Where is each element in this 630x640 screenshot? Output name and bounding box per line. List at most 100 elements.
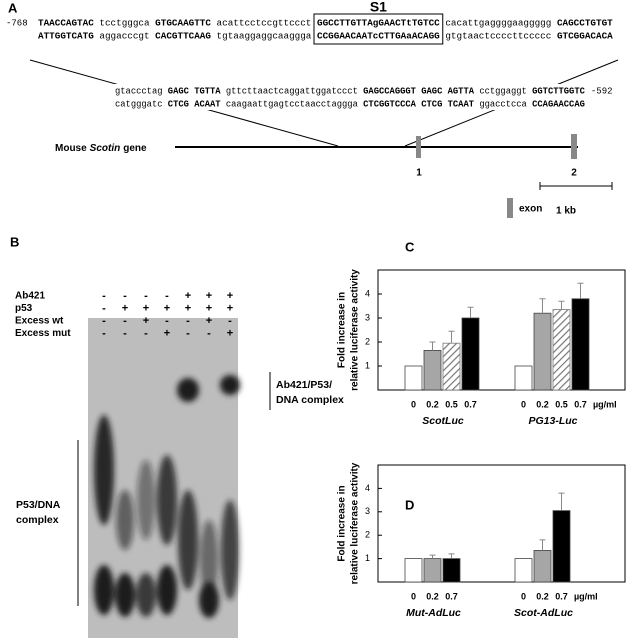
sequence-segment: TAACCAGTAC bbox=[38, 17, 94, 28]
sequence-segment: CCAGAACCAG bbox=[532, 99, 585, 109]
condition-label: Excess wt bbox=[15, 316, 64, 327]
panel-label: D bbox=[405, 497, 414, 512]
y-axis-label: Fold increase in bbox=[337, 292, 348, 368]
condition-sign: + bbox=[164, 327, 170, 339]
bar bbox=[533, 312, 552, 391]
condition-sign: + bbox=[206, 315, 212, 327]
x-tick-label: 0.2 bbox=[536, 399, 549, 409]
unit-label: µg/ml bbox=[574, 591, 598, 601]
condition-sign: + bbox=[206, 302, 212, 314]
bar bbox=[423, 349, 442, 391]
x-tick-label: 0.7 bbox=[445, 591, 458, 601]
sequence-segment: GAGC bbox=[168, 86, 190, 96]
sequence-segment: GGTCTTGGTC bbox=[532, 86, 586, 96]
bar bbox=[423, 558, 442, 583]
sequence-segment: tgtaaggaggcaaggga bbox=[217, 30, 312, 41]
group-label: PG13-Luc bbox=[528, 415, 577, 427]
exon-1 bbox=[416, 136, 421, 158]
bar bbox=[442, 558, 461, 583]
gene-label-part: Scotin bbox=[90, 143, 121, 154]
condition-sign: - bbox=[165, 315, 169, 327]
condition-sign: + bbox=[143, 315, 149, 327]
y-axis-label: relative luciferase activity bbox=[350, 269, 361, 391]
position-label: -592 bbox=[591, 86, 613, 96]
x-tick-label: 0 bbox=[411, 591, 416, 601]
sequence-segment: GAGC bbox=[421, 86, 443, 96]
condition-sign: - bbox=[123, 315, 127, 327]
condition-sign: + bbox=[206, 290, 212, 302]
sequence-segment: cacattgaggggaaggggg bbox=[445, 17, 551, 28]
sequence-segment: TCAAT bbox=[448, 99, 475, 109]
band-label: DNA complex bbox=[276, 394, 344, 406]
scale-label: 1 kb bbox=[556, 206, 576, 217]
exon-number: 2 bbox=[571, 168, 577, 179]
sequence-segment: ACAAT bbox=[194, 99, 221, 109]
condition-sign: - bbox=[123, 327, 127, 339]
x-tick-label: 0.2 bbox=[426, 591, 439, 601]
error-bar bbox=[577, 282, 584, 299]
group-label: Scot-AdLuc bbox=[514, 607, 573, 619]
condition-sign: - bbox=[123, 290, 127, 302]
y-tick-label: 3 bbox=[365, 312, 370, 322]
condition-sign: - bbox=[144, 327, 148, 339]
bar bbox=[552, 309, 571, 391]
error-bar bbox=[429, 341, 436, 351]
sequence-segment: gtgtaactccccttccccc bbox=[445, 30, 551, 41]
exon-2 bbox=[571, 134, 577, 159]
exon-legend-label: exon bbox=[519, 204, 542, 215]
sequence-segment: CCGGAACAATcCTTGAaACAGG bbox=[317, 30, 440, 41]
panel-label: B bbox=[10, 234, 19, 249]
error-bar bbox=[558, 492, 565, 511]
gene-label-part: gene bbox=[123, 143, 147, 154]
bar bbox=[404, 558, 423, 583]
gene-label: Mouse Scotin gene bbox=[55, 143, 147, 154]
sequence-backdrop bbox=[112, 84, 592, 110]
bar bbox=[442, 342, 461, 391]
y-tick-label: 2 bbox=[365, 530, 370, 540]
s1-box bbox=[313, 13, 444, 45]
bar bbox=[533, 550, 552, 583]
condition-label: p53 bbox=[15, 303, 33, 314]
sequence-segment: CTCG bbox=[168, 99, 189, 109]
sequence-segment: TGTTA bbox=[194, 86, 221, 96]
error-bar bbox=[539, 539, 546, 551]
sequence-segment: gtaccctag bbox=[115, 86, 163, 96]
sequence-segment: catgggatc bbox=[115, 99, 163, 109]
x-tick-label: 0.2 bbox=[536, 591, 549, 601]
error-bar bbox=[448, 330, 455, 344]
x-tick-label: 0.7 bbox=[464, 399, 477, 409]
bar bbox=[571, 298, 590, 391]
x-tick-label: 0.5 bbox=[555, 399, 568, 409]
condition-sign: + bbox=[122, 302, 128, 314]
condition-sign: - bbox=[144, 290, 148, 302]
sequence-segment: AGTTA bbox=[448, 86, 475, 96]
y-tick-label: 1 bbox=[365, 553, 370, 563]
y-tick-label: 4 bbox=[365, 288, 370, 298]
x-tick-label: 0.2 bbox=[426, 399, 439, 409]
panel-label: A bbox=[8, 0, 18, 15]
x-tick-label: 0.7 bbox=[574, 399, 587, 409]
gene-label-part: Mouse bbox=[55, 143, 87, 154]
exon-legend-box bbox=[507, 198, 513, 218]
sequence-segment: aggacccgt bbox=[99, 30, 149, 41]
sequence-segment: GGCCTTGTTAgGAACTtTGTCC bbox=[317, 17, 440, 28]
bar bbox=[514, 365, 533, 391]
condition-sign: + bbox=[227, 327, 233, 339]
sequence-segment: cctggaggt bbox=[479, 86, 527, 96]
condition-sign: - bbox=[186, 315, 190, 327]
condition-sign: - bbox=[228, 315, 232, 327]
sequence-segment: CAGCCTGTGT bbox=[557, 17, 613, 28]
condition-sign: + bbox=[185, 290, 191, 302]
condition-sign: - bbox=[102, 290, 106, 302]
group-label: ScotLuc bbox=[422, 415, 464, 427]
scale-bar bbox=[539, 182, 613, 190]
condition-sign: + bbox=[164, 302, 170, 314]
sequence-segment: GAGCCAGGGT bbox=[363, 86, 417, 96]
x-tick-label: 0.5 bbox=[445, 399, 458, 409]
error-bar bbox=[467, 306, 474, 318]
sequence-segment: gttcttaactcaggattggatccct bbox=[226, 86, 358, 96]
x-tick-label: 0 bbox=[521, 591, 526, 601]
exon-number: 1 bbox=[416, 168, 422, 179]
condition-sign: + bbox=[227, 290, 233, 302]
sequence-segment: tcctgggca bbox=[99, 17, 150, 28]
